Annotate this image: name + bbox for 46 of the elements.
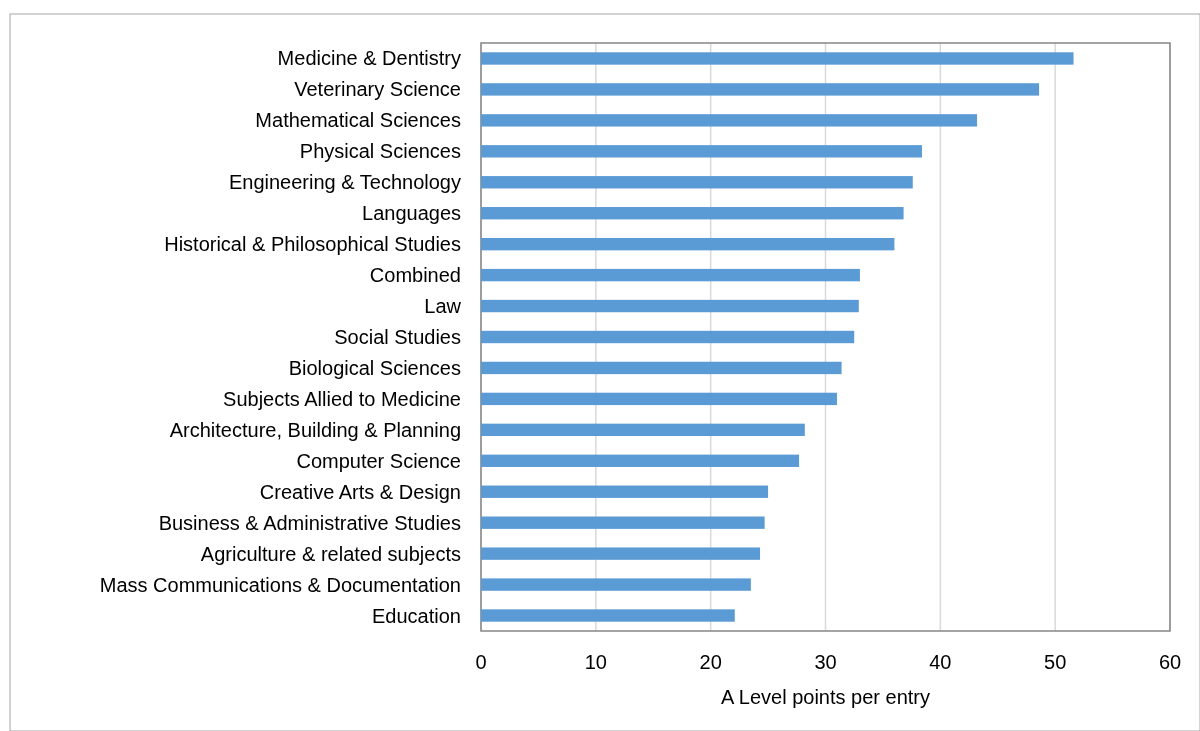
bar <box>481 423 805 437</box>
y-tick-label: Agriculture & related subjects <box>200 542 461 565</box>
y-tick-label: Law <box>424 295 462 318</box>
y-tick-label: Social Studies <box>334 326 461 348</box>
x-tick-label: 40 <box>929 651 952 673</box>
y-tick-label: Biological Sciences <box>288 356 461 379</box>
bar <box>481 361 842 375</box>
bar <box>481 114 978 127</box>
bar <box>481 578 751 591</box>
bar <box>481 330 855 344</box>
y-tick-label: Creative Arts & Design <box>259 480 461 503</box>
y-tick-label: Architecture, Building & Planning <box>169 418 461 441</box>
y-tick-label: Mathematical Sciences <box>255 109 461 132</box>
y-tick-label: Historical & Philosophical Studies <box>164 233 461 256</box>
y-tick-label: Education <box>372 604 461 627</box>
y-tick-label: Computer Science <box>296 449 461 472</box>
y-tick-label: Combined <box>369 264 461 287</box>
x-tick-label: 0 <box>475 651 487 673</box>
y-tick-label: Mass Communications & Documentation <box>99 573 461 596</box>
x-tick-label: 20 <box>699 651 722 673</box>
y-tick-label: Languages <box>362 202 461 225</box>
x-tick-label: 60 <box>1158 651 1182 673</box>
x-tick-label: 10 <box>584 651 607 673</box>
bar <box>481 454 800 467</box>
x-tick-label: 30 <box>814 651 837 673</box>
bar <box>481 392 837 406</box>
y-tick-label: Engineering & Technology <box>228 171 461 194</box>
x-tick-label: 50 <box>1044 651 1067 673</box>
bar <box>481 516 765 529</box>
bar <box>481 83 1040 96</box>
bar <box>481 299 859 313</box>
bar <box>481 268 860 282</box>
bar <box>481 609 735 622</box>
y-tick-label: Business & Administrative Studies <box>158 511 461 534</box>
y-tick-label: Medicine & Dentistry <box>277 47 461 70</box>
y-tick-label: Subjects Allied to Medicine <box>223 387 461 410</box>
bar <box>481 207 904 220</box>
y-tick-label: Physical Sciences <box>299 140 461 163</box>
bar <box>481 237 895 251</box>
y-tick-label: Veterinary Science <box>294 78 461 101</box>
bar <box>481 52 1074 65</box>
bar <box>481 485 769 498</box>
bar <box>481 176 913 189</box>
bar <box>481 547 761 560</box>
x-axis-title: A Level points per entry <box>720 686 931 708</box>
bar <box>481 145 922 158</box>
